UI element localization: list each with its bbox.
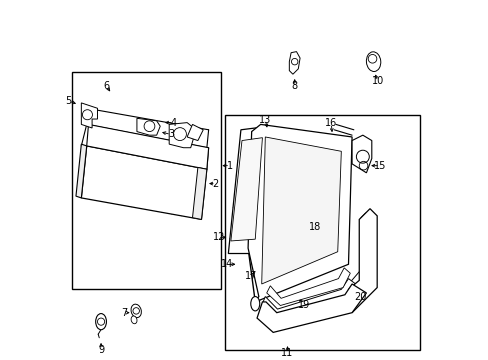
Text: 11: 11 <box>281 348 293 358</box>
Bar <box>224 116 419 350</box>
Bar <box>72 72 221 289</box>
Text: 4: 4 <box>170 118 177 127</box>
Text: 3: 3 <box>167 130 174 139</box>
Text: 12: 12 <box>213 232 225 242</box>
Text: 9: 9 <box>98 345 104 355</box>
Polygon shape <box>351 135 371 173</box>
Polygon shape <box>261 137 341 284</box>
Ellipse shape <box>96 314 106 330</box>
Polygon shape <box>76 144 86 198</box>
Polygon shape <box>257 284 366 332</box>
Text: 20: 20 <box>353 292 366 302</box>
Text: 2: 2 <box>212 179 219 189</box>
Text: 18: 18 <box>309 222 321 231</box>
Polygon shape <box>247 125 351 302</box>
Text: 15: 15 <box>373 161 386 171</box>
Text: 6: 6 <box>103 81 109 91</box>
Polygon shape <box>81 146 206 220</box>
Text: 1: 1 <box>226 161 233 171</box>
Polygon shape <box>348 209 376 313</box>
Ellipse shape <box>131 304 141 318</box>
Text: 13: 13 <box>259 115 271 125</box>
Ellipse shape <box>250 297 259 311</box>
Polygon shape <box>228 126 269 253</box>
Text: 10: 10 <box>371 76 383 86</box>
Text: 5: 5 <box>65 96 72 106</box>
Text: 16: 16 <box>325 118 337 128</box>
Text: 8: 8 <box>291 81 297 91</box>
Text: 14: 14 <box>221 259 233 269</box>
Polygon shape <box>86 125 208 169</box>
Polygon shape <box>192 167 206 220</box>
Polygon shape <box>137 118 160 135</box>
Polygon shape <box>289 51 300 74</box>
Text: 17: 17 <box>244 271 257 281</box>
Polygon shape <box>81 103 97 128</box>
Ellipse shape <box>366 52 380 72</box>
Ellipse shape <box>131 316 137 324</box>
Polygon shape <box>261 279 355 318</box>
Polygon shape <box>187 125 203 140</box>
Polygon shape <box>230 138 262 241</box>
Text: 7: 7 <box>122 308 127 318</box>
Text: 19: 19 <box>297 300 309 310</box>
Polygon shape <box>169 123 196 148</box>
Polygon shape <box>266 268 349 306</box>
Polygon shape <box>349 213 371 288</box>
